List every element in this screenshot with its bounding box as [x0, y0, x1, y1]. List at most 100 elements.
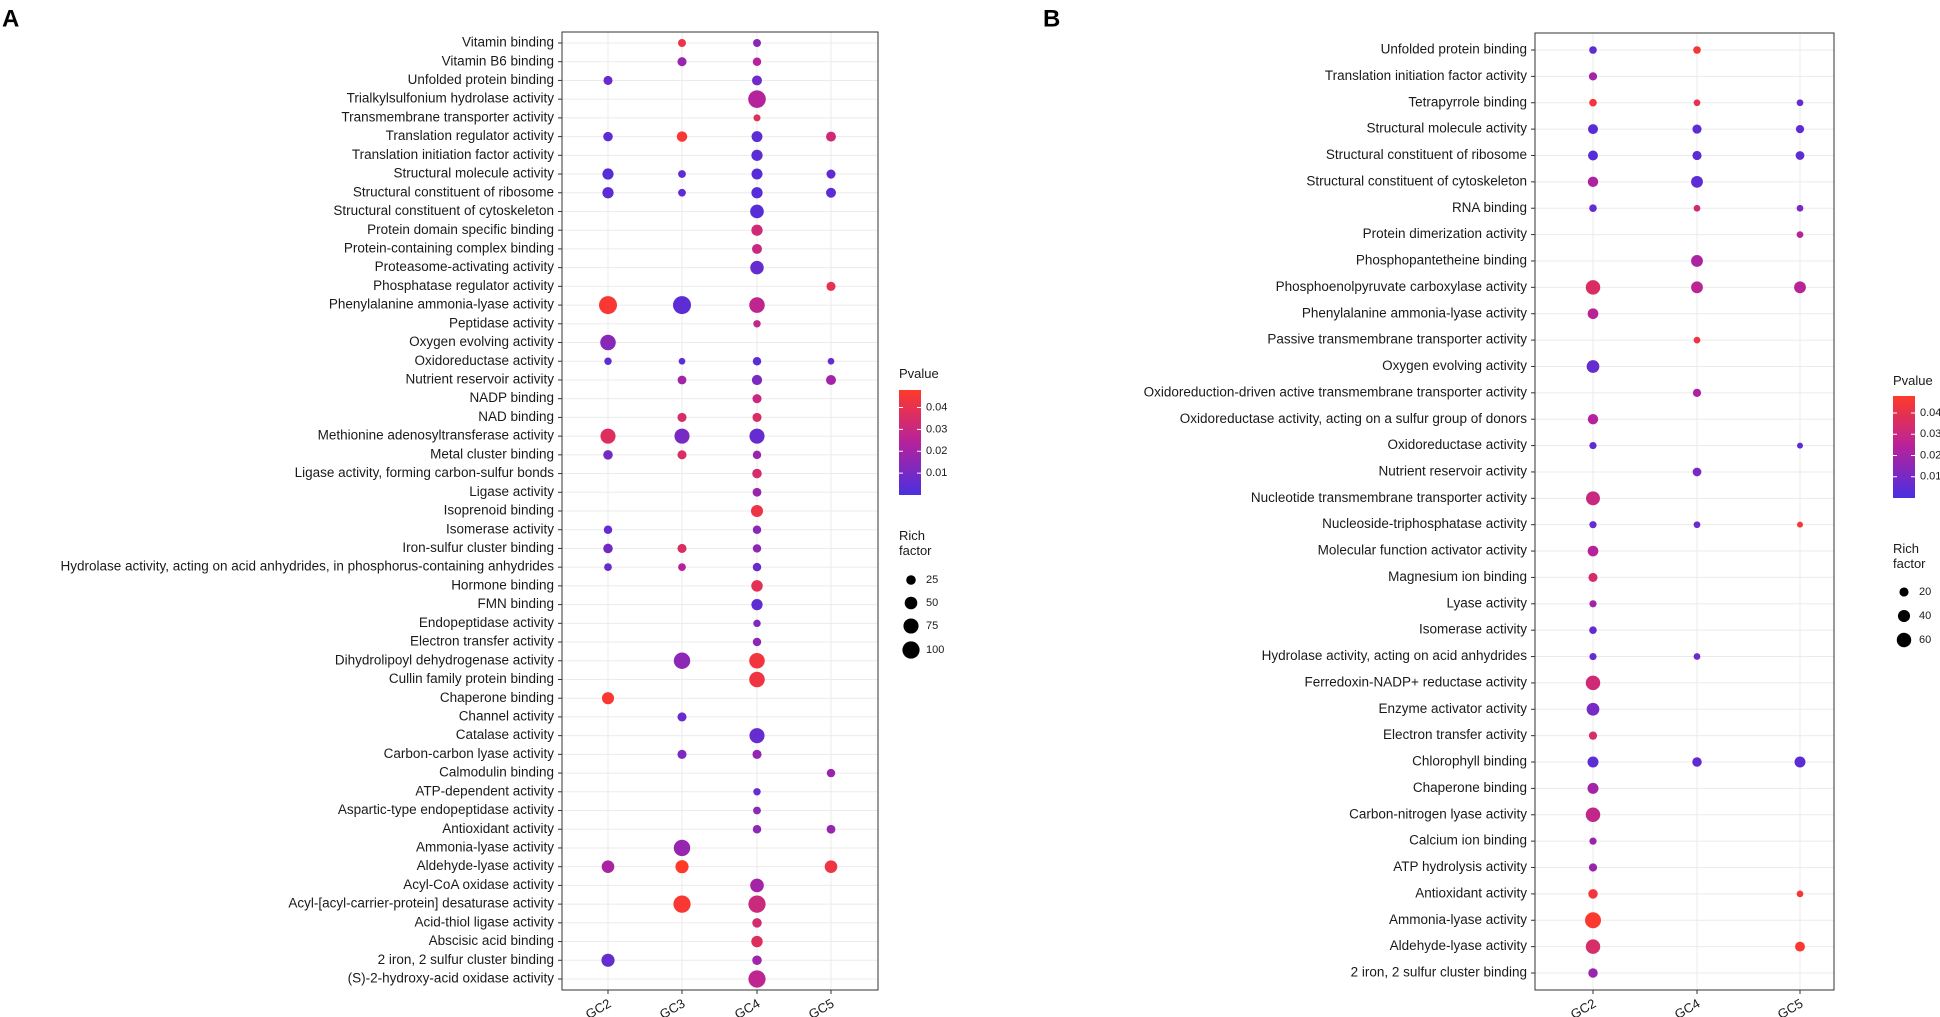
- point-gc4-unfolded-protein-binding: [752, 75, 762, 86]
- point-gc3-metal-cluster-binding: [677, 450, 687, 460]
- point-gc2-structural-constituent-of-cytoskeleton: [1587, 176, 1599, 188]
- point-gc4-trialkylsulfonium-hydrolase-activity: [748, 90, 766, 108]
- y-tick-label: Ligase activity: [469, 484, 554, 499]
- y-tick-label: Acid-thiol ligase activity: [414, 914, 554, 929]
- point-gc4-nucleoside-triphosphatase-activity: [1693, 521, 1701, 529]
- legend-size-dot: [1896, 632, 1912, 648]
- point-gc4-protein-containing-complex-binding: [752, 243, 762, 254]
- legend-pvalue-tick-label: 0.03: [926, 423, 947, 435]
- point-gc5-aldehyde-lyase-activity: [824, 860, 838, 873]
- legend-pvalue-tick-label: 0.04: [926, 401, 947, 413]
- point-gc2-translation-regulator-activity: [603, 131, 613, 142]
- point-gc3-translation-regulator-activity: [676, 131, 688, 142]
- legend-pvalue-tick-label: 0.03: [1920, 428, 1940, 440]
- point-gc2-structural-constituent-of-ribosome: [602, 187, 614, 199]
- y-tick-label: Hydrolase activity, acting on acid anhyd…: [60, 559, 554, 574]
- point-gc4-isoprenoid-binding: [750, 504, 764, 518]
- point-gc4-iron-sulfur-cluster-binding: [752, 544, 762, 553]
- point-gc4-structural-constituent-of-cytoskeleton: [1691, 175, 1703, 188]
- point-gc5-structural-constituent-of-ribosome: [1795, 151, 1805, 160]
- point-gc2-oxidoreductase-activity: [604, 357, 612, 365]
- y-tick-label: Oxidoreductase activity: [1387, 437, 1527, 452]
- point-gc5-antioxidant-activity: [826, 824, 836, 834]
- x-tick-label: GC2: [583, 996, 614, 1017]
- y-tick-label: RNA binding: [1452, 200, 1527, 215]
- y-tick-label: Oxidoreductase activity: [414, 353, 554, 368]
- point-gc3-vitamin-binding: [678, 39, 686, 47]
- legend-size-dot: [906, 575, 916, 585]
- point-gc2-electron-transfer-activity: [1588, 731, 1598, 740]
- legend-rich-title: factor: [899, 543, 932, 558]
- point-gc5-nucleoside-triphosphatase-activity: [1797, 521, 1803, 528]
- point-gc4-unfolded-protein-binding: [1693, 46, 1701, 54]
- y-tick-label: Structural constituent of cytoskeleton: [1306, 173, 1527, 188]
- point-gc2-phenylalanine-ammonia-lyase-activity: [1587, 308, 1599, 320]
- legend-pvalue-tick-label: 0.01: [1920, 471, 1940, 483]
- point-gc2-2-iron-2-sulfur-cluster-binding: [601, 953, 615, 967]
- point-gc2-lyase-activity: [1589, 600, 1597, 608]
- legend-rich-title: Rich: [1893, 541, 1919, 556]
- y-tick-label: Translation initiation factor activity: [352, 147, 554, 162]
- y-tick-label: Ammonia-lyase activity: [416, 840, 554, 855]
- y-tick-label: Isomerase activity: [446, 521, 554, 536]
- y-tick-label: Oxygen evolving activity: [1382, 358, 1527, 373]
- point-gc2-oxidoreductase-activity-acting-on-a-sulfur-group-of-donors: [1587, 414, 1599, 425]
- point-gc4-nad-binding: [752, 412, 762, 422]
- legend-size-label: 20: [1919, 586, 1931, 598]
- point-gc2-carbon-nitrogen-lyase-activity: [1585, 807, 1601, 823]
- point-gc5-tetrapyrrole-binding: [1796, 99, 1804, 107]
- y-tick-label: Chaperone binding: [1413, 780, 1527, 795]
- legend-pvalue-title: Pvalue: [1893, 373, 1933, 388]
- point-gc4-ligase-activity: [752, 487, 762, 497]
- y-tick-label: Magnesium ion binding: [1388, 569, 1527, 584]
- y-tick-label: Chlorophyll binding: [1412, 754, 1527, 769]
- y-tick-label: Oxidoreductase activity, acting on a sul…: [1180, 411, 1527, 426]
- point-gc5-oxidoreductase-activity: [827, 357, 835, 365]
- point-gc5-phosphatase-regulator-activity: [826, 281, 836, 291]
- point-gc4-acid-thiol-ligase-activity: [752, 918, 762, 928]
- x-tick-label: GC3: [657, 996, 688, 1017]
- y-tick-label: Nucleoside-triphosphatase activity: [1322, 516, 1527, 531]
- point-gc3-carbon-carbon-lyase-activity: [677, 749, 687, 759]
- y-tick-label: 2 iron, 2 sulfur cluster binding: [1351, 965, 1527, 980]
- y-tick-label: Isoprenoid binding: [444, 503, 554, 518]
- point-gc4-nutrient-reservoir-activity: [1692, 467, 1702, 477]
- y-tick-label: Vitamin B6 binding: [442, 53, 554, 68]
- point-gc4-antioxidant-activity: [752, 825, 762, 834]
- point-gc2-chlorophyll-binding: [1587, 756, 1599, 768]
- point-gc3-nad-binding: [677, 412, 687, 422]
- point-gc4-s-2-hydroxy-acid-oxidase-activity: [748, 970, 766, 988]
- legend-rich-title: factor: [1893, 556, 1926, 571]
- point-gc5-chlorophyll-binding: [1794, 756, 1806, 768]
- point-gc2-isomerase-activity: [603, 525, 613, 534]
- x-tick-label: GC4: [1672, 996, 1703, 1017]
- point-gc2-magnesium-ion-binding: [1588, 572, 1598, 582]
- y-tick-label: Transmembrane transporter activity: [341, 109, 554, 124]
- point-gc3-vitamin-b6-binding: [677, 57, 687, 67]
- point-gc3-aldehyde-lyase-activity: [675, 860, 689, 874]
- points: [599, 39, 838, 988]
- point-gc4-rna-binding: [1693, 204, 1701, 212]
- legend-size-label: 25: [926, 574, 938, 586]
- y-tick-label: Hydrolase activity, acting on acid anhyd…: [1262, 648, 1528, 663]
- point-gc2-nucleoside-triphosphatase-activity: [1589, 521, 1597, 529]
- y-tick-label: Calmodulin binding: [439, 765, 554, 780]
- y-tick-label: Protein dimerization activity: [1363, 226, 1528, 241]
- point-gc4-acyl-acyl-carrier-protein-desaturase-activity: [748, 895, 766, 913]
- point-gc3-iron-sulfur-cluster-binding: [677, 543, 687, 553]
- point-gc2-tetrapyrrole-binding: [1589, 98, 1597, 107]
- y-tick-label: Hormone binding: [451, 577, 554, 592]
- legend-size-label: 100: [926, 644, 944, 656]
- y-tick-label: Isomerase activity: [1419, 622, 1527, 637]
- x-tick-label: GC2: [1568, 996, 1599, 1017]
- point-gc2-unfolded-protein-binding: [1589, 46, 1597, 54]
- point-gc2-atp-hydrolysis-activity: [1588, 863, 1598, 872]
- y-tick-label: Ferredoxin-NADP+ reductase activity: [1305, 674, 1528, 689]
- point-gc2-iron-sulfur-cluster-binding: [603, 543, 613, 554]
- point-gc2-translation-initiation-factor-activity: [1588, 72, 1598, 81]
- plot-frame: [561, 31, 879, 991]
- point-gc4-catalase-activity: [749, 728, 765, 744]
- point-gc2-chaperone-binding: [1587, 782, 1599, 794]
- point-gc2-hydrolase-activity-acting-on-acid-anhydrides-in-phosphorus-containing-anhydrides: [604, 563, 612, 572]
- point-gc4-metal-cluster-binding: [752, 450, 762, 460]
